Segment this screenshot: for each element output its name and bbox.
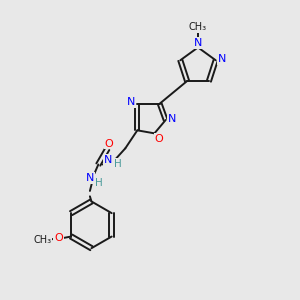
Text: H: H (114, 159, 122, 169)
Text: O: O (54, 233, 63, 243)
Text: O: O (104, 139, 113, 148)
Text: N: N (218, 54, 226, 64)
Text: H: H (95, 178, 103, 188)
Text: CH₃: CH₃ (189, 22, 207, 32)
Text: CH₃: CH₃ (34, 235, 52, 244)
Text: N: N (194, 38, 202, 48)
Text: N: N (86, 173, 94, 183)
Text: O: O (154, 134, 163, 144)
Text: N: N (127, 97, 135, 107)
Text: N: N (168, 114, 176, 124)
Text: N: N (104, 155, 113, 165)
